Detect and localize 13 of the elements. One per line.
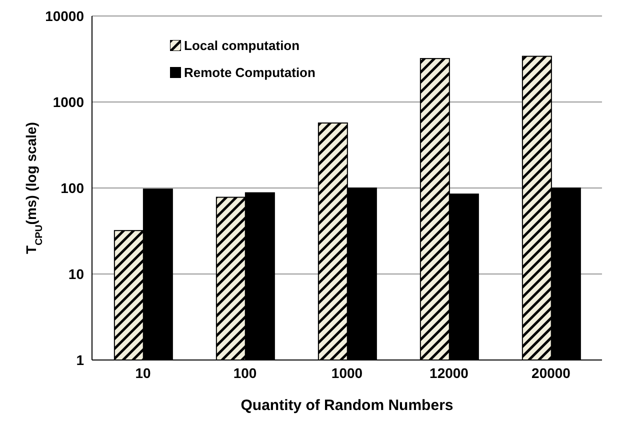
y-tick-label: 100: [60, 180, 84, 196]
x-tick-label: 10: [135, 364, 151, 381]
x-tick-label: 12000: [430, 364, 469, 381]
x-tick-label: 20000: [532, 364, 571, 381]
y-tick-label: 10: [68, 266, 84, 282]
y-tick-label: 1000: [52, 94, 84, 110]
x-tick-label: 100: [233, 364, 257, 381]
x-tick-label: 1000: [331, 364, 363, 381]
legend-label: Local computation: [184, 38, 300, 53]
y-tick-label: 10000: [45, 8, 84, 24]
x-axis-title: Quantity of Random Numbers: [240, 397, 454, 414]
y-tick-label: 1: [76, 352, 84, 368]
legend-label: Remote Computation: [184, 65, 316, 80]
